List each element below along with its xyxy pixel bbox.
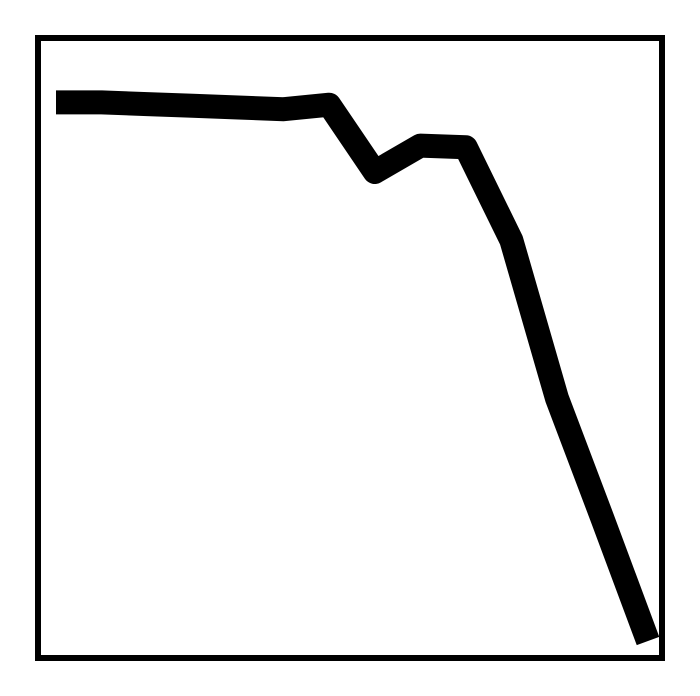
series-line-0	[56, 90, 660, 646]
series-layer	[56, 90, 660, 646]
plot-frame	[35, 35, 665, 661]
